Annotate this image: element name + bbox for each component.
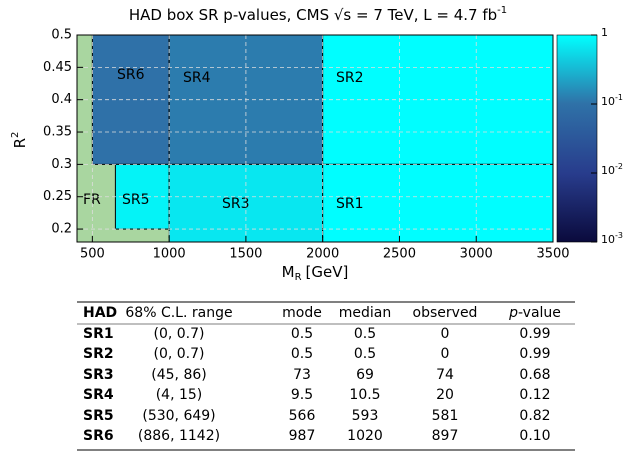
y-tick-label: 0.45 (43, 60, 72, 75)
table-cell: SR4 (83, 387, 114, 403)
tick-base: 10 (601, 233, 615, 246)
table-header: 68% C.L. range (125, 305, 232, 321)
tick-exponent: -3 (615, 231, 623, 240)
color-bar-tick-label: 1 (601, 26, 608, 39)
tick-exponent: -1 (615, 93, 623, 102)
tick-exponent: -2 (615, 162, 623, 171)
table-cell: (45, 86) (151, 367, 206, 383)
tick-base: 10 (601, 164, 615, 177)
table-cell: (530, 649) (142, 408, 215, 424)
y-tick-label: 0.2 (51, 222, 72, 237)
x-tick-label: 3000 (460, 247, 493, 262)
table-cell: (0, 0.7) (154, 326, 205, 342)
x-tick-label: 3500 (536, 247, 569, 262)
table-cell: 581 (432, 408, 459, 424)
table-cell: 9.5 (291, 387, 313, 403)
table-cell: 10.5 (349, 387, 380, 403)
table-cell: 0.5 (354, 346, 376, 362)
table-cell: 69 (356, 367, 374, 383)
table-cell: 0.99 (519, 326, 550, 342)
region-label: SR3 (222, 196, 250, 212)
color-bar (556, 34, 598, 243)
table-cell: 73 (293, 367, 311, 383)
table-cell: 593 (352, 408, 379, 424)
plot-frame (76, 34, 554, 243)
header-italic: p (508, 305, 518, 321)
table-cell: 897 (432, 428, 459, 444)
table-header: HAD (83, 305, 117, 321)
header-rest: -value (518, 305, 561, 321)
table-cell: 20 (436, 387, 454, 403)
y-axis-label: R2 (10, 132, 29, 149)
region-label: SR2 (336, 70, 364, 86)
table-cell: (886, 1142) (138, 428, 220, 444)
table-cell: SR1 (83, 326, 114, 342)
region-label: SR4 (183, 70, 211, 86)
table-cell: SR6 (83, 428, 114, 444)
y-tick-label: 0.35 (43, 125, 72, 140)
x-tick-label: 1500 (229, 247, 262, 262)
color-bar-tick-label: 10-2 (601, 162, 623, 178)
table-header: median (339, 305, 391, 321)
table-cell: 0 (441, 326, 450, 342)
region-label: SR5 (122, 192, 150, 208)
table-cell: 0.5 (291, 346, 313, 362)
table-cell: 0.5 (291, 326, 313, 342)
table-cell: SR5 (83, 408, 114, 424)
x-axis-label: MR [GeV] (282, 263, 349, 284)
table-cell: 0.10 (519, 428, 550, 444)
region-label: SR1 (336, 196, 364, 212)
y-tick-label: 0.5 (51, 28, 72, 43)
table-header: p-value (508, 305, 561, 321)
x-tick-label: 2000 (306, 247, 339, 262)
table-cell: (4, 15) (156, 387, 203, 403)
chart-title: HAD box SR p-values, CMS √s = 7 TeV, L =… (129, 5, 507, 24)
region-label: SR6 (117, 67, 145, 83)
y-tick-label: 0.3 (51, 157, 72, 172)
table-cell: 987 (289, 428, 316, 444)
color-bar-tick-label: 10-1 (601, 93, 623, 109)
table-cell: 0.12 (519, 387, 550, 403)
tick-base: 10 (601, 95, 615, 108)
y-tick-label: 0.4 (51, 92, 72, 107)
table-cell: 1020 (347, 428, 383, 444)
table-cell: SR2 (83, 346, 114, 362)
table-header: observed (413, 305, 478, 321)
x-tick-label: 1000 (153, 247, 186, 262)
x-tick-label: 500 (80, 247, 105, 262)
x-tick-label: 2500 (383, 247, 416, 262)
table-cell: 0.82 (519, 408, 550, 424)
table-header: mode (282, 305, 322, 321)
table-cell: 0.68 (519, 367, 550, 383)
table-cell: 74 (436, 367, 454, 383)
table-cell: SR3 (83, 367, 114, 383)
table-cell: (0, 0.7) (154, 346, 205, 362)
color-bar-tick-label: 10-3 (601, 231, 623, 247)
y-tick-label: 0.25 (43, 189, 72, 204)
table-cell: 566 (289, 408, 316, 424)
table-cell: 0 (441, 346, 450, 362)
table-cell: 0.99 (519, 346, 550, 362)
table-cell: 0.5 (354, 326, 376, 342)
